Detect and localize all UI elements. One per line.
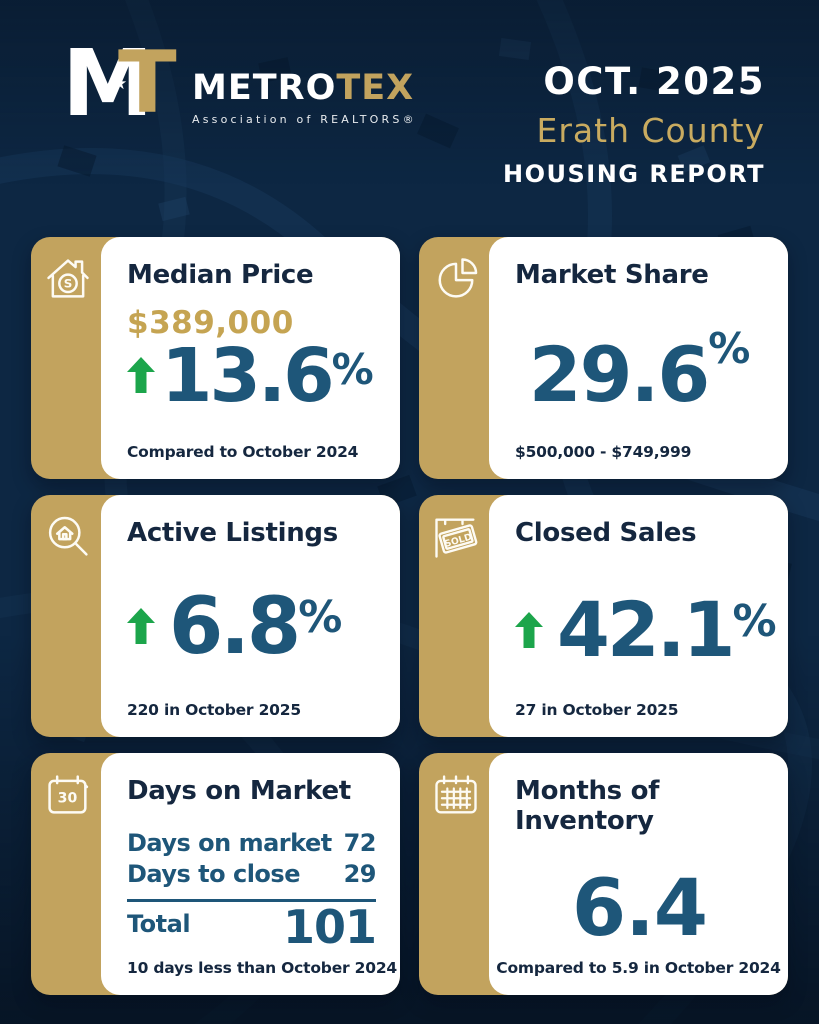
stat-percent-sign: % bbox=[708, 324, 751, 373]
days-table: Days on market 72 Days to close 29 Total… bbox=[127, 828, 377, 955]
inventory-value-row: 6.4 bbox=[515, 870, 764, 948]
report-period: OCT. 2025 bbox=[543, 60, 765, 103]
market-share-value-row: 29.6% bbox=[515, 324, 764, 413]
stat-percent-sign: % bbox=[298, 592, 343, 643]
house-search-icon bbox=[40, 507, 96, 567]
stat-percent-sign: % bbox=[331, 345, 374, 394]
stat-percent-sign: % bbox=[732, 596, 777, 647]
median-price-change: 13.6 % bbox=[127, 333, 376, 419]
card-median-price: S Median Price $389,000 13.6 % Compared … bbox=[31, 237, 400, 479]
card-days-on-market-panel: Days on Market Days on market 72 Days to… bbox=[101, 753, 400, 995]
card-market-share: Market Share 29.6% $500,000 - $749,999 bbox=[419, 237, 788, 479]
metrotex-logo-mark-icon: M T ★ bbox=[62, 38, 180, 138]
row-value: 29 bbox=[343, 860, 377, 889]
pie-chart-icon bbox=[428, 249, 484, 309]
house-dollar-letter: S bbox=[64, 277, 73, 291]
card-active-listings: Active Listings 6.8 % 220 in October 202… bbox=[31, 495, 400, 737]
brand-name: METROTEX bbox=[192, 67, 417, 108]
card-footnote: 220 in October 2025 bbox=[127, 701, 301, 719]
card-title: Closed Sales bbox=[515, 518, 697, 548]
calendar-day-text: 30 bbox=[58, 791, 78, 807]
card-market-share-panel: Market Share 29.6% $500,000 - $749,999 bbox=[489, 237, 788, 479]
header: M T ★ METROTEX Association of REALTORS® … bbox=[0, 0, 819, 215]
report-region: Erath County bbox=[536, 111, 765, 150]
card-months-of-inventory-panel: Months of Inventory 6.4 Compared to 5.9 … bbox=[489, 753, 788, 995]
report-title: HOUSING REPORT bbox=[503, 160, 765, 188]
card-closed-sales-panel: Closed Sales 42.1 % 27 in October 2025 bbox=[489, 495, 788, 737]
stat-value: 42.1 bbox=[557, 585, 736, 674]
total-value: 101 bbox=[282, 900, 377, 955]
card-title: Months of Inventory bbox=[515, 776, 660, 836]
table-divider bbox=[127, 899, 376, 903]
table-total-row: Total 101 bbox=[127, 900, 377, 955]
stat-cards-grid: S Median Price $389,000 13.6 % Compared … bbox=[31, 237, 788, 995]
card-months-of-inventory: Months of Inventory 6.4 Compared to 5.9 … bbox=[419, 753, 788, 995]
row-value: 72 bbox=[343, 829, 377, 857]
logo-star-icon: ★ bbox=[112, 74, 128, 94]
brand-metro: METRO bbox=[192, 67, 337, 108]
card-footnote: 10 days less than October 2024 bbox=[127, 959, 397, 977]
row-label: Days on market bbox=[127, 829, 332, 857]
closed-sales-change: 42.1 % bbox=[515, 585, 777, 674]
card-days-on-market: 30 Days on Market Days on market 72 Days… bbox=[31, 753, 400, 995]
calendar-grid-icon bbox=[428, 765, 484, 825]
stat-value: 13.6 bbox=[161, 333, 335, 419]
metrotex-logo: M T ★ METROTEX Association of REALTORS® bbox=[62, 38, 417, 138]
table-row: Days to close 29 bbox=[127, 859, 377, 890]
card-footnote: 27 in October 2025 bbox=[515, 701, 679, 719]
card-footnote: $500,000 - $749,999 bbox=[515, 443, 692, 461]
median-price-value: $389,000 bbox=[127, 305, 294, 341]
stat-value: 6.8 bbox=[169, 582, 301, 672]
active-listings-change: 6.8 % bbox=[127, 582, 376, 672]
logo-letter-t: T bbox=[118, 33, 177, 133]
table-row: Days on market 72 bbox=[127, 828, 377, 859]
card-footnote: Compared to 5.9 in October 2024 bbox=[496, 959, 781, 977]
card-footnote: Compared to October 2024 bbox=[127, 443, 359, 461]
report-heading: OCT. 2025 Erath County HOUSING REPORT bbox=[503, 60, 765, 188]
card-title: Market Share bbox=[515, 260, 709, 290]
up-arrow-icon bbox=[127, 608, 155, 644]
calendar-30-icon: 30 bbox=[40, 765, 96, 825]
house-dollar-icon: S bbox=[40, 249, 96, 309]
logo-letter-m: M bbox=[62, 30, 154, 137]
card-closed-sales: SOLD Closed Sales 42.1 % 27 in October 2… bbox=[419, 495, 788, 737]
stat-value: 6.4 bbox=[571, 864, 708, 954]
card-median-price-panel: Median Price $389,000 13.6 % Compared to… bbox=[101, 237, 400, 479]
total-label: Total bbox=[127, 910, 191, 939]
up-arrow-icon bbox=[515, 612, 543, 648]
card-active-listings-panel: Active Listings 6.8 % 220 in October 202… bbox=[101, 495, 400, 737]
up-arrow-icon bbox=[127, 357, 155, 393]
stat-value: 29.6 bbox=[528, 330, 711, 419]
card-title: Days on Market bbox=[127, 776, 351, 806]
card-title: Median Price bbox=[127, 260, 314, 290]
logo-text: METROTEX Association of REALTORS® bbox=[192, 67, 417, 126]
row-label: Days to close bbox=[127, 860, 300, 889]
brand-tagline: Association of REALTORS® bbox=[192, 112, 417, 126]
sold-sign-icon: SOLD bbox=[428, 507, 484, 567]
card-title: Active Listings bbox=[127, 518, 338, 548]
brand-tex: TEX bbox=[336, 67, 415, 108]
